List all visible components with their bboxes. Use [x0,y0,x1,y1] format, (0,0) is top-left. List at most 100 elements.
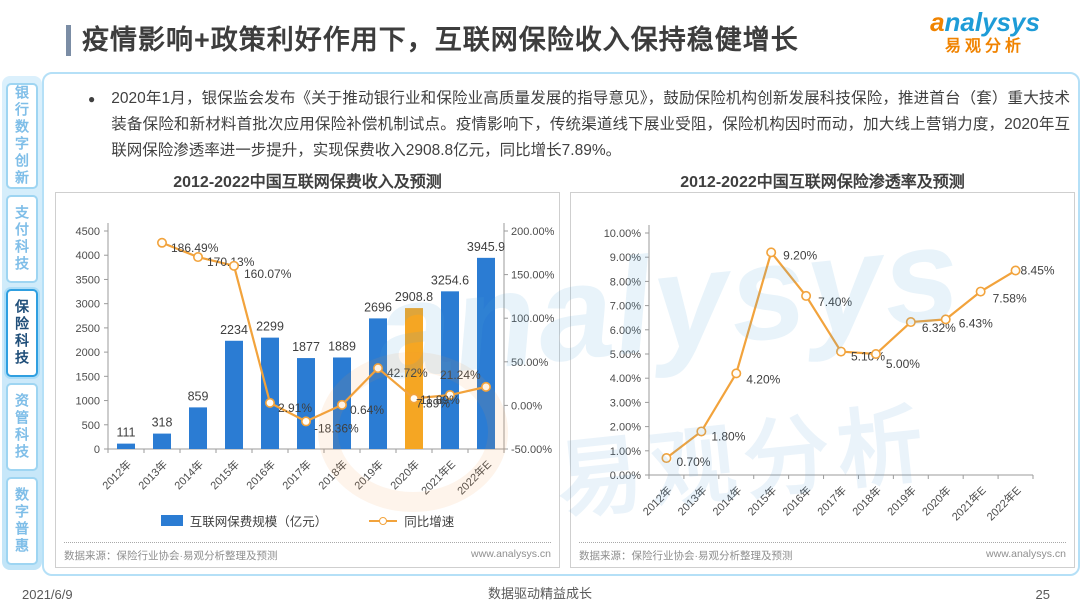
svg-text:5.00%: 5.00% [610,349,641,361]
right-panel-footer: 数据来源：保险行业协会·易观分析整理及预测 www.analysys.cn [579,542,1066,563]
svg-text:7.40%: 7.40% [818,295,852,309]
svg-text:3254.6: 3254.6 [431,273,469,287]
svg-text:3.00%: 3.00% [610,397,641,409]
svg-text:2014年: 2014年 [171,457,206,492]
svg-text:0.00%: 0.00% [610,470,641,482]
svg-text:500: 500 [82,420,100,432]
sidebar-item-digital-inclusion[interactable]: 数字普惠 [6,477,38,565]
svg-text:2022年E: 2022年E [983,483,1023,523]
left-panel-footer: 数据来源：保险行业协会·易观分析整理及预测 www.analysys.cn [64,542,551,563]
svg-text:1889: 1889 [328,339,356,353]
sidebar-item-insurance-tech[interactable]: 保险科技 [6,289,38,377]
svg-text:6.32%: 6.32% [922,321,956,335]
svg-text:0.70%: 0.70% [676,455,710,469]
logo-brand-cn-text: 易观分析 [944,37,1025,55]
legend-item-line: 同比增速 [369,511,454,530]
svg-text:2021年E: 2021年E [949,483,989,523]
footer-date: 2021/6/9 [22,587,73,602]
svg-text:186.49%: 186.49% [171,241,219,255]
svg-text:6.00%: 6.00% [610,325,641,337]
svg-text:2020年: 2020年 [919,483,954,518]
svg-text:1877: 1877 [292,340,320,354]
summary-text: 2020年1月，银保监会发布《关于推动银行业和保险业高质量发展的指导意见》，鼓励… [111,90,1070,159]
svg-text:2013年: 2013年 [674,483,709,518]
svg-text:1.00%: 1.00% [610,446,641,458]
svg-text:2908.8: 2908.8 [395,290,433,304]
premium-income-panel: 0 500 1000 1500 2000 2500 3000 3500 4000 4500 -50.… [55,192,560,568]
logo-brand-text: analysys [930,7,1040,37]
svg-text:2017年: 2017年 [814,483,849,518]
svg-text:7.58%: 7.58% [993,292,1027,306]
svg-text:318: 318 [152,416,173,430]
svg-text:21.24%: 21.24% [440,368,481,382]
sidebar-item-payment-tech[interactable]: 支付科技 [6,195,38,283]
chart-legend: 互联网保费规模（亿元） 同比增速 [56,511,559,530]
svg-text:160.07%: 160.07% [244,267,292,281]
content-frame [42,72,1080,576]
svg-text:2000: 2000 [76,347,100,359]
svg-text:2500: 2500 [76,323,100,335]
svg-text:9.20%: 9.20% [783,248,817,262]
svg-text:7.89%: 7.89% [416,397,450,411]
svg-text:2019年: 2019年 [351,457,386,492]
svg-text:2299: 2299 [256,320,284,334]
svg-text:2019年: 2019年 [884,483,919,518]
premium-income-chart: 0 500 1000 1500 2000 2500 3000 3500 4000 4500 -50.… [76,223,555,497]
svg-text:2015年: 2015年 [207,457,242,492]
data-source-right: 数据来源：保险行业协会·易观分析整理及预测 [579,550,793,562]
svg-text:2234: 2234 [220,323,248,337]
svg-text:2014年: 2014年 [709,483,744,518]
footer-slogan: 数据驱动精益成长 [487,586,592,601]
svg-text:2012年: 2012年 [640,483,675,518]
source-url-right: www.analysys.cn [986,548,1066,560]
svg-text:8.45%: 8.45% [1021,264,1055,278]
svg-text:0: 0 [94,444,100,456]
svg-text:100.00%: 100.00% [511,313,555,325]
svg-text:2017年: 2017年 [279,457,314,492]
left-chart-title: 2012-2022中国互联网保费收入及预测 [173,174,442,191]
svg-text:8.00%: 8.00% [610,276,641,288]
svg-text:4500: 4500 [76,226,100,238]
svg-text:50.00%: 50.00% [511,357,549,369]
line-swatch-icon [369,516,398,525]
page-title: 疫情影响+政策利好作用下，互联网保险收入保持稳健增长 [82,25,799,55]
svg-text:7.00%: 7.00% [610,301,641,313]
svg-text:2016年: 2016年 [243,457,278,492]
summary-bullet: ● 2020年1月，银保监会发布《关于推动银行业和保险业高质量发展的指导意见》，… [88,86,1070,164]
svg-text:2696: 2696 [364,300,392,314]
bullet-icon: ● [88,92,96,106]
title-accent-bar [66,25,71,56]
svg-text:2021年E: 2021年E [418,457,458,497]
svg-text:1000: 1000 [76,396,100,408]
svg-text:2022年E: 2022年E [454,457,494,497]
svg-text:2018年: 2018年 [315,457,350,492]
penetration-rate-chart: 0.00% 1.00% 2.00% 3.00% 4.00% 5.00% 6.00% 7.00%… [604,225,1055,523]
footer-page-number: 25 [1035,587,1050,602]
svg-text:9.00%: 9.00% [610,252,641,264]
svg-text:0.64%: 0.64% [350,403,384,417]
svg-text:2012年: 2012年 [99,457,134,492]
svg-text:10.00%: 10.00% [604,228,642,240]
svg-text:2013年: 2013年 [135,457,170,492]
sidebar-item-bank-digital[interactable]: 银行数字创新 [6,83,38,189]
svg-text:4.20%: 4.20% [746,372,780,386]
svg-text:150.00%: 150.00% [511,270,555,282]
svg-text:-50.00%: -50.00% [511,444,552,456]
legend-line-label: 同比增速 [404,515,455,529]
svg-text:0.00%: 0.00% [511,400,542,412]
svg-text:11.89%: 11.89% [420,393,460,407]
svg-text:2.00%: 2.00% [610,422,641,434]
svg-text:-18.36%: -18.36% [314,421,359,435]
svg-text:5.00%: 5.00% [886,357,920,371]
svg-text:111: 111 [116,426,135,440]
svg-text:3500: 3500 [76,274,100,286]
svg-text:2018年: 2018年 [849,483,884,518]
svg-text:6.43%: 6.43% [959,316,993,330]
svg-text:4.00%: 4.00% [610,373,641,385]
right-chart-title: 2012-2022中国互联网保险渗透率及预测 [680,174,965,191]
svg-text:42.72%: 42.72% [387,366,428,380]
svg-text:3000: 3000 [76,299,100,311]
legend-item-bars: 互联网保费规模（亿元） [160,511,327,530]
data-source-left: 数据来源：保险行业协会·易观分析整理及预测 [64,550,278,562]
sidebar-item-asset-mgmt-tech[interactable]: 资管科技 [6,383,38,471]
